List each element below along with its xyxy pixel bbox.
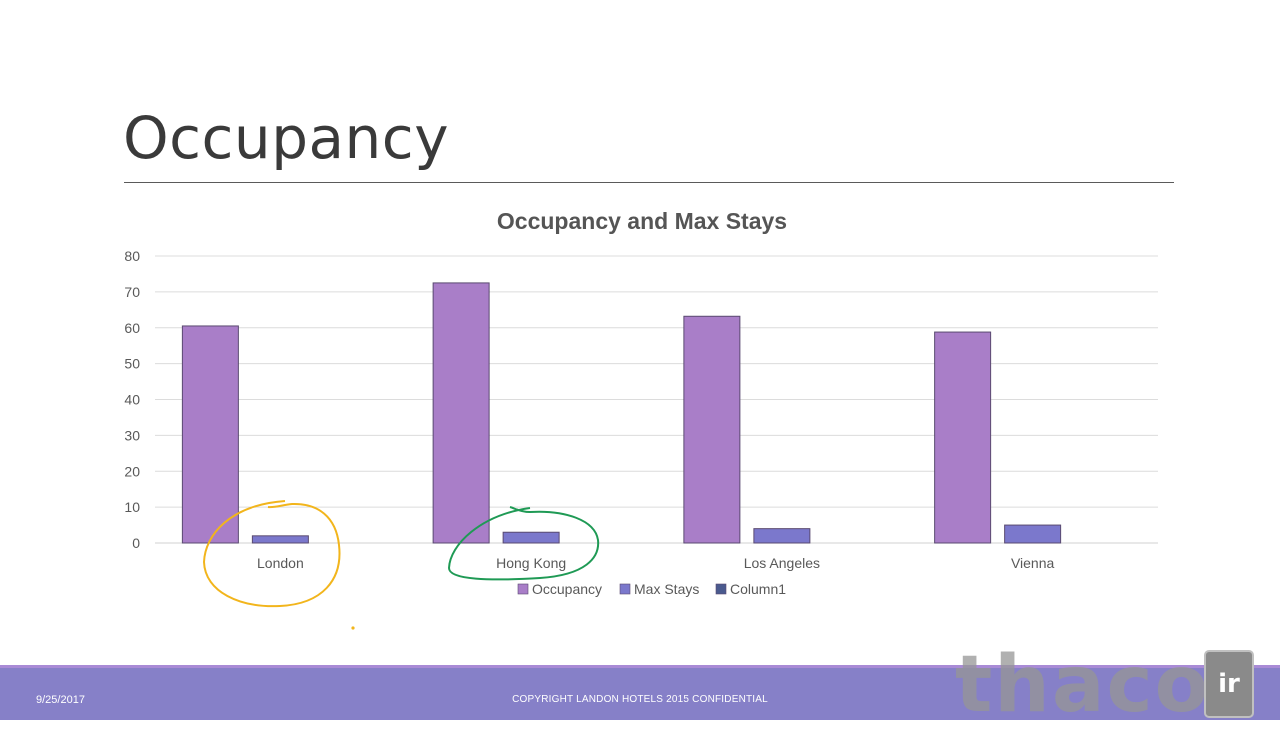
legend-label: Column1 — [730, 581, 786, 597]
title-divider — [124, 182, 1174, 183]
slide-footer: 9/25/2017 COPYRIGHT LANDON HOTELS 2015 C… — [0, 665, 1280, 720]
watermark-badge: ir — [1204, 650, 1254, 718]
x-tick-label: Los Angeles — [744, 555, 820, 571]
bar — [753, 528, 811, 544]
x-tick-label: Vienna — [1011, 555, 1055, 571]
legend-swatch — [715, 583, 727, 595]
y-tick-label: 50 — [124, 356, 140, 372]
x-tick-label: London — [257, 555, 304, 571]
y-tick-label: 10 — [124, 499, 140, 515]
legend-label: Max Stays — [634, 581, 699, 597]
x-tick-label: Hong Kong — [496, 555, 566, 571]
watermark-text: thaco — [955, 640, 1211, 730]
bar — [683, 315, 741, 544]
y-tick-label: 60 — [124, 320, 140, 336]
footer-date: 9/25/2017 — [36, 694, 85, 706]
y-tick-label: 30 — [124, 427, 140, 443]
bar — [251, 535, 309, 544]
legend-swatch — [517, 583, 529, 595]
legend-label: Occupancy — [532, 581, 602, 597]
y-tick-label: 20 — [124, 463, 140, 479]
bar — [181, 325, 239, 544]
legend-swatch — [619, 583, 631, 595]
bar — [432, 282, 490, 544]
bar — [934, 331, 992, 544]
bar — [502, 531, 560, 544]
bar — [1004, 524, 1062, 544]
slide-title: Occupancy — [123, 104, 450, 172]
y-tick-label: 40 — [124, 392, 140, 408]
y-tick-label: 70 — [124, 284, 140, 300]
occupancy-chart: Occupancy and Max Stays 0 10 20 30 40 50 60 70 80… — [124, 208, 1158, 597]
y-tick-label: 80 — [124, 248, 140, 264]
footer-copyright: COPYRIGHT LANDON HOTELS 2015 CONFIDENTIA… — [512, 694, 768, 705]
chart-title: Occupancy and Max Stays — [497, 208, 787, 234]
y-tick-label: 0 — [132, 535, 140, 551]
annotation-dot — [351, 626, 355, 630]
